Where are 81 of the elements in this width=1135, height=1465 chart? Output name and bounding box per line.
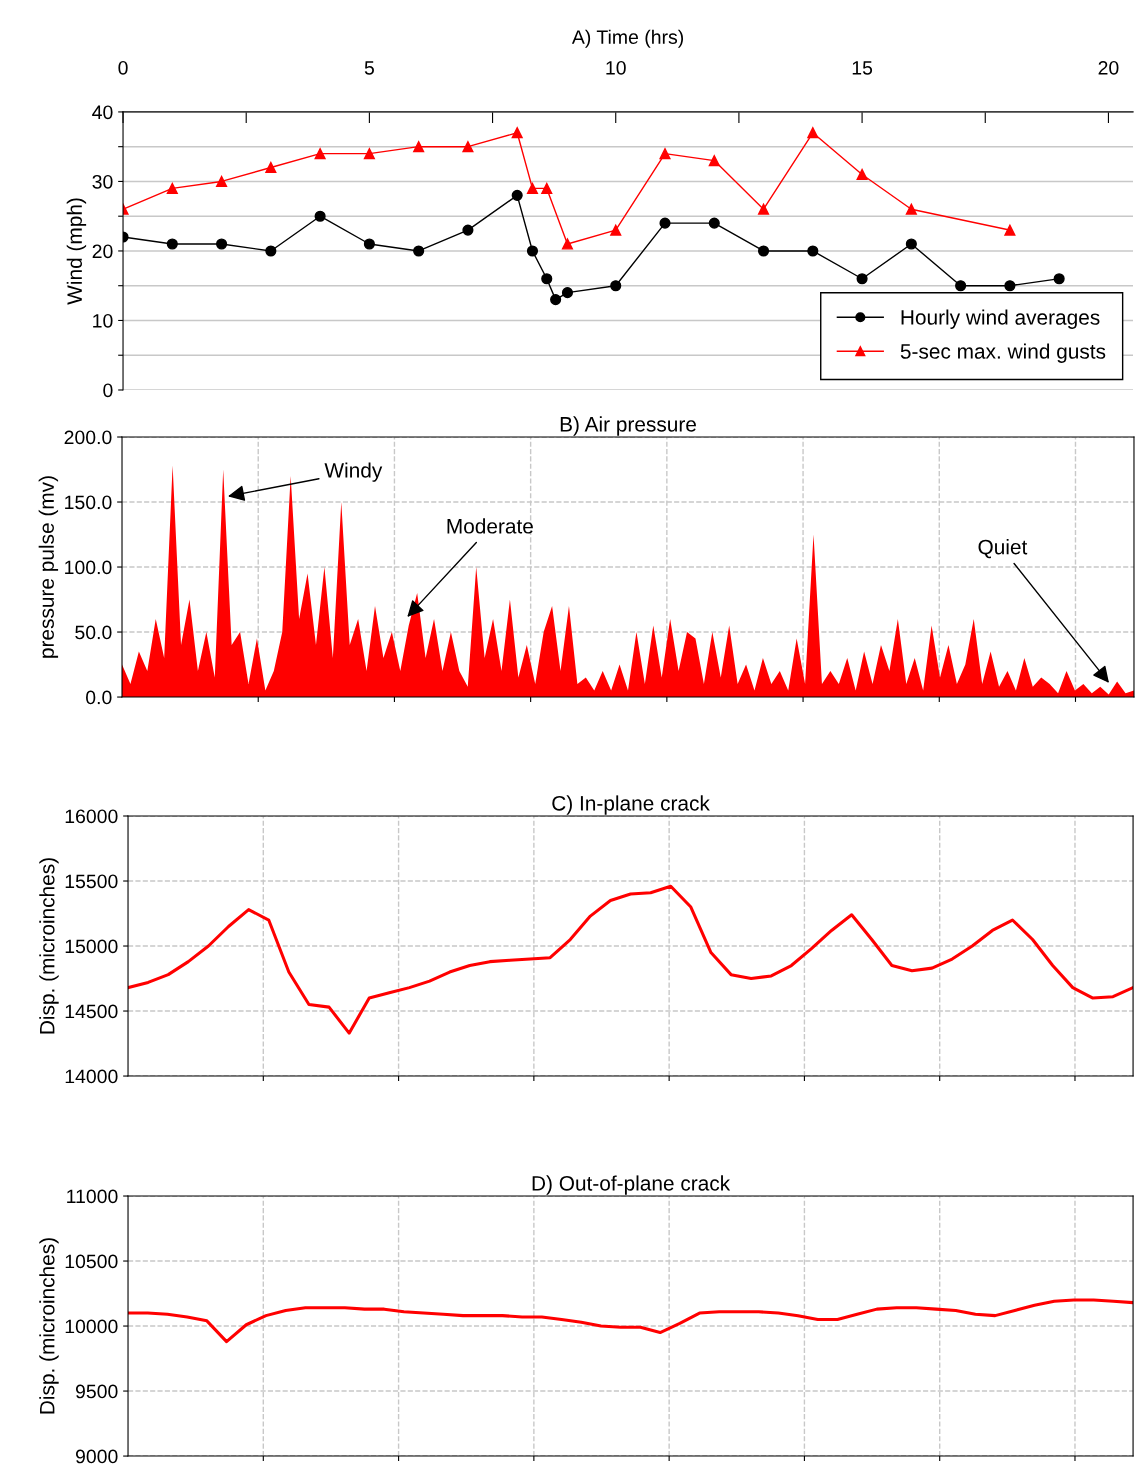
annotation: Quiet <box>978 539 1028 559</box>
point <box>363 148 375 160</box>
y-tick-label: 150.0 <box>65 495 112 510</box>
x-tick-label: 10 <box>606 60 626 75</box>
point <box>265 161 277 174</box>
point <box>1004 280 1016 292</box>
y-tick-label: 30 <box>92 174 113 189</box>
chart-title: D) Out-of-plane crack <box>532 1175 731 1195</box>
point <box>511 127 523 139</box>
point <box>905 238 917 250</box>
y-tick-label: 14500 <box>65 1004 118 1019</box>
y-tick-label: 20 <box>92 244 113 259</box>
y-axis-title: Disp. (microinches) <box>39 1238 59 1414</box>
point <box>659 148 671 160</box>
y-tick-label: 10500 <box>65 1254 118 1269</box>
y-axis-title: Disp. (microinches) <box>39 858 59 1034</box>
point <box>610 280 622 292</box>
point <box>314 148 326 160</box>
point <box>807 245 819 257</box>
line-series <box>128 884 1134 1035</box>
point <box>610 224 622 236</box>
point <box>314 210 326 222</box>
point <box>856 273 868 285</box>
chart-title: B) Air pressure <box>560 416 696 436</box>
point <box>265 245 277 257</box>
point <box>413 141 425 153</box>
point <box>526 245 539 257</box>
x-axis-title: A) Time (hrs) <box>571 29 684 48</box>
point <box>757 245 770 257</box>
y-tick-label: 14000 <box>65 1069 118 1084</box>
point <box>462 141 474 153</box>
point <box>166 182 178 194</box>
point <box>708 217 720 229</box>
annotation: Moderate <box>447 518 533 534</box>
y-tick-label: 50.0 <box>75 625 112 640</box>
legend-label: Hourly wind averages <box>901 309 1100 329</box>
y-tick-label: 200.0 <box>64 430 112 445</box>
y-tick-label: 11000 <box>67 1189 118 1204</box>
line-series <box>128 1298 1134 1344</box>
point <box>166 238 178 250</box>
y-tick-label: 16000 <box>65 809 118 824</box>
point <box>541 273 553 285</box>
annotation: Windy <box>324 462 383 482</box>
point <box>561 238 574 250</box>
point <box>1004 224 1016 236</box>
point <box>216 175 228 187</box>
y-tick-label: 0 <box>103 383 113 398</box>
point <box>856 168 868 181</box>
legend-label: 5-sec max. wind gusts <box>900 343 1106 363</box>
point <box>363 238 375 250</box>
point <box>216 238 228 250</box>
point <box>708 155 720 167</box>
point <box>905 203 917 215</box>
point <box>955 280 967 292</box>
x-tick-label: 5 <box>364 61 374 75</box>
y-tick-label: 9500 <box>75 1384 118 1399</box>
point <box>550 294 562 306</box>
chart-title: C) In-plane crack <box>552 795 710 815</box>
y-tick-label: 15500 <box>65 874 118 889</box>
y-tick-label: 100.0 <box>65 560 112 575</box>
point <box>561 287 574 299</box>
point <box>413 245 425 257</box>
point <box>462 224 474 236</box>
point <box>807 127 819 139</box>
y-axis-title: Wind (mph) <box>66 198 87 305</box>
y-tick-label: 10 <box>93 313 113 328</box>
x-tick-label: 15 <box>852 61 873 75</box>
y-tick-label: 15000 <box>65 939 118 954</box>
x-tick-label: 0 <box>118 60 128 75</box>
point <box>526 182 539 194</box>
y-tick-label: 10000 <box>65 1319 118 1334</box>
y-tick-label: 0.0 <box>86 690 112 705</box>
point <box>1053 273 1065 285</box>
point <box>541 182 553 194</box>
y-tick-label: 9000 <box>75 1449 118 1464</box>
point <box>757 203 770 215</box>
x-tick-label: 20 <box>1098 60 1119 75</box>
y-tick-label: 40 <box>92 105 113 120</box>
point <box>511 189 523 201</box>
y-axis-title: pressure pulse (mv) <box>38 476 59 658</box>
point <box>659 217 671 229</box>
